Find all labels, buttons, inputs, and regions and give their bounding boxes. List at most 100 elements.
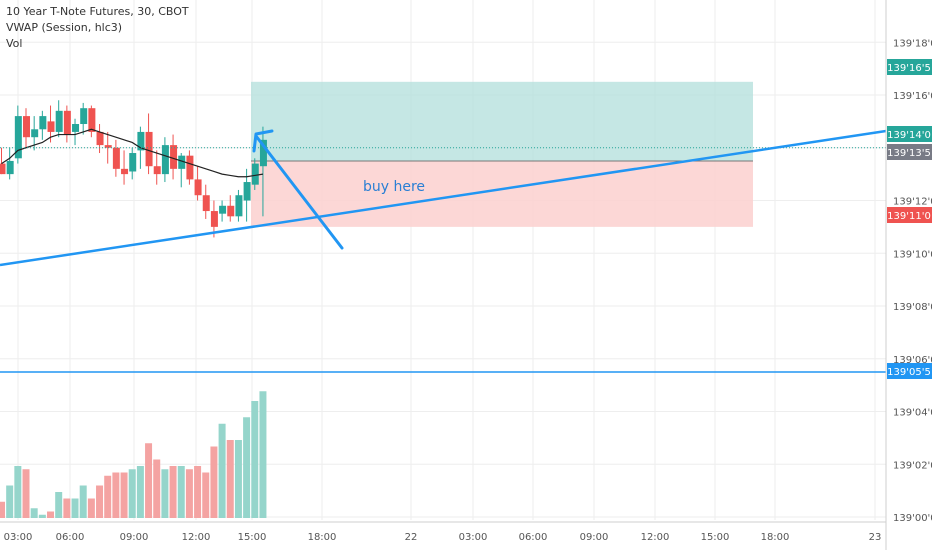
candle-body[interactable] bbox=[88, 108, 96, 132]
price-tick-label: 139'16'0 bbox=[893, 91, 932, 102]
trend-line[interactable] bbox=[0, 129, 887, 267]
volume-bar bbox=[169, 466, 177, 518]
volume-bar bbox=[234, 440, 242, 518]
profit-target-zone[interactable] bbox=[251, 81, 753, 161]
candle-body[interactable] bbox=[161, 145, 169, 175]
volume-bar bbox=[177, 466, 185, 518]
candle-body[interactable] bbox=[259, 139, 267, 167]
volume-bar bbox=[63, 498, 71, 518]
time-tick-label: 18:00 bbox=[308, 532, 337, 543]
price-badge-label: 139'13'5 bbox=[887, 148, 931, 159]
candle-body[interactable] bbox=[129, 153, 137, 172]
time-tick-label: 18:00 bbox=[761, 532, 790, 543]
candle-body[interactable] bbox=[14, 116, 22, 159]
price-badge bbox=[887, 363, 932, 379]
volume-bar bbox=[47, 511, 55, 518]
price-tick-label: 139'02'0 bbox=[893, 460, 932, 471]
volume-bar bbox=[71, 498, 79, 518]
time-tick-label: 15:00 bbox=[701, 532, 730, 543]
candle-body[interactable] bbox=[39, 116, 47, 130]
candle-body[interactable] bbox=[104, 145, 112, 148]
price-tick-label: 139'18'0 bbox=[893, 38, 932, 49]
volume-bar bbox=[38, 514, 46, 518]
price-tick-label: 139'06'0 bbox=[893, 355, 932, 366]
volume-bar bbox=[226, 440, 234, 518]
time-tick-label: 06:00 bbox=[519, 532, 548, 543]
candle-body[interactable] bbox=[121, 168, 129, 175]
candle-body[interactable] bbox=[31, 129, 39, 138]
candle-body[interactable] bbox=[55, 110, 63, 132]
candle-body[interactable] bbox=[219, 205, 227, 214]
arrow-shaft[interactable] bbox=[254, 134, 344, 250]
candle-body[interactable] bbox=[202, 195, 210, 212]
price-badge bbox=[887, 126, 932, 142]
candle-body[interactable] bbox=[80, 108, 88, 125]
volume-bar bbox=[14, 466, 22, 518]
time-tick-label: 23 bbox=[869, 532, 882, 543]
volume-bar bbox=[120, 472, 128, 518]
volume-bar bbox=[243, 417, 251, 518]
volume-bar bbox=[96, 485, 104, 518]
candle-body[interactable] bbox=[153, 166, 161, 175]
price-badge-label: 139'16'5 bbox=[887, 63, 931, 74]
candle-body[interactable] bbox=[0, 163, 6, 175]
candle-body[interactable] bbox=[227, 205, 235, 217]
time-tick-label: 03:00 bbox=[459, 532, 488, 543]
candle-body[interactable] bbox=[170, 145, 178, 169]
price-badge-label: 139'14'0 bbox=[887, 130, 931, 141]
volume-bar bbox=[202, 472, 210, 518]
volume-bar bbox=[22, 469, 30, 518]
symbol-title[interactable]: 10 Year T-Note Futures, 30, CBOT bbox=[6, 5, 189, 18]
candle-body[interactable] bbox=[194, 179, 202, 196]
volume-bar bbox=[145, 443, 153, 518]
candle-body[interactable] bbox=[210, 211, 218, 227]
volume-bar bbox=[251, 401, 259, 518]
candle-body[interactable] bbox=[235, 195, 243, 217]
candle-body[interactable] bbox=[23, 116, 31, 138]
volume-bar bbox=[210, 446, 218, 518]
candle-body[interactable] bbox=[145, 131, 153, 167]
candle-body[interactable] bbox=[186, 155, 194, 180]
candle-body[interactable] bbox=[243, 182, 251, 201]
candle-body[interactable] bbox=[72, 124, 80, 132]
annotation-buy-here: buy here bbox=[363, 179, 425, 195]
candle-body[interactable] bbox=[6, 160, 14, 175]
candle-body[interactable] bbox=[137, 131, 145, 151]
time-tick-label: 06:00 bbox=[56, 532, 85, 543]
volume-bar bbox=[55, 492, 63, 518]
price-badge-label: 139'11'0 bbox=[887, 211, 931, 222]
volume-bar bbox=[185, 469, 193, 518]
candle-body[interactable] bbox=[251, 163, 259, 185]
price-badge bbox=[887, 144, 932, 160]
candle-body[interactable] bbox=[96, 131, 104, 146]
volume-bar bbox=[0, 501, 5, 518]
price-tick-label: 139'08'0 bbox=[893, 302, 932, 313]
time-tick-label: 03:00 bbox=[4, 532, 33, 543]
vwap-indicator-label[interactable]: VWAP (Session, hlc3) bbox=[6, 21, 123, 34]
volume-bar bbox=[128, 469, 136, 518]
time-tick-label: 09:00 bbox=[120, 532, 149, 543]
candle-body[interactable] bbox=[63, 110, 71, 135]
price-badge bbox=[887, 207, 932, 223]
arrow-head bbox=[252, 129, 274, 153]
volume-bar bbox=[104, 475, 112, 518]
time-tick-label: 09:00 bbox=[580, 532, 609, 543]
volume-bar bbox=[112, 472, 120, 518]
volume-bar bbox=[161, 469, 169, 518]
volume-bar bbox=[218, 423, 226, 518]
candle-body[interactable] bbox=[47, 121, 55, 132]
volume-bar bbox=[194, 466, 202, 518]
candle-body[interactable] bbox=[112, 147, 120, 169]
price-tick-label: 139'00'0 bbox=[893, 513, 932, 524]
price-tick-label: 139'10'0 bbox=[893, 249, 932, 260]
volume-bar bbox=[153, 459, 161, 518]
vwap-line[interactable] bbox=[1, 128, 264, 178]
time-tick-label: 12:00 bbox=[182, 532, 211, 543]
stop-loss-zone[interactable] bbox=[251, 160, 753, 227]
volume-bar bbox=[30, 508, 38, 518]
volume-indicator-label[interactable]: Vol bbox=[6, 37, 23, 50]
candle-body[interactable] bbox=[178, 155, 186, 169]
price-tick-label: 139'04'0 bbox=[893, 408, 932, 419]
